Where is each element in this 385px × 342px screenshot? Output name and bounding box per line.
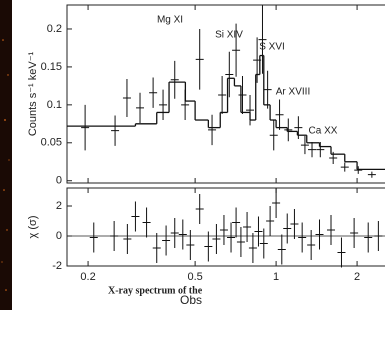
line-annotation: Si XIV bbox=[215, 30, 243, 41]
data-point bbox=[186, 230, 194, 260]
data-point bbox=[196, 29, 204, 90]
y-tick-label: 0.1 bbox=[47, 99, 62, 111]
data-point bbox=[368, 172, 376, 178]
data-point bbox=[212, 224, 220, 254]
y-tick-label: 0.05 bbox=[41, 137, 62, 149]
data-point bbox=[111, 115, 119, 145]
data-point bbox=[266, 206, 274, 236]
data-point bbox=[218, 76, 226, 114]
data-point bbox=[238, 76, 246, 114]
data-point bbox=[272, 188, 280, 218]
page: X-ray spectrum of the 00.050.10.150.2Cou… bbox=[0, 0, 385, 337]
data-point bbox=[171, 61, 179, 99]
data-point bbox=[208, 115, 216, 145]
data-point bbox=[374, 221, 382, 251]
y-tick-label: 0 bbox=[56, 175, 62, 187]
data-point bbox=[278, 235, 286, 265]
data-point bbox=[308, 142, 316, 157]
data-point bbox=[260, 229, 268, 259]
data-point bbox=[341, 163, 349, 172]
data-point bbox=[364, 223, 372, 253]
data-point bbox=[110, 221, 118, 251]
data-point bbox=[81, 105, 89, 151]
data-point bbox=[316, 142, 324, 157]
line-annotation: Ar XVIII bbox=[276, 87, 310, 98]
image-strip bbox=[0, 0, 12, 310]
x-tick-label: 0.5 bbox=[187, 271, 202, 283]
data-point bbox=[181, 90, 189, 120]
data-point bbox=[162, 226, 170, 256]
x-tick-label: 1 bbox=[273, 271, 279, 283]
y-tick-label: -2 bbox=[52, 260, 62, 272]
x-axis-label: Obs bbox=[180, 293, 202, 307]
data-point bbox=[301, 136, 309, 154]
y-axis-label: χ (σ) bbox=[27, 216, 39, 239]
y-axis-label: Counts s⁻¹ keV⁻¹ bbox=[27, 51, 39, 136]
data-point bbox=[153, 233, 161, 263]
data-point bbox=[264, 71, 272, 109]
line-annotation: Ca XX bbox=[309, 126, 338, 137]
plot-frame bbox=[67, 188, 385, 266]
data-point bbox=[220, 215, 228, 245]
data-point bbox=[246, 95, 254, 125]
data-point bbox=[232, 208, 240, 238]
data-point bbox=[123, 224, 131, 254]
data-point bbox=[350, 218, 358, 248]
x-tick-label: 2 bbox=[354, 271, 360, 283]
data-point bbox=[337, 238, 345, 268]
data-point bbox=[90, 223, 98, 253]
line-annotation: S XVI bbox=[259, 42, 285, 53]
data-point bbox=[276, 100, 284, 130]
y-tick-label: 0.15 bbox=[41, 61, 62, 73]
line-annotation: Mg XI bbox=[157, 15, 183, 26]
data-point bbox=[131, 202, 139, 232]
data-point bbox=[249, 233, 257, 263]
data-point bbox=[298, 223, 306, 253]
data-point bbox=[284, 119, 292, 142]
data-point bbox=[179, 220, 187, 250]
data-point bbox=[316, 220, 324, 250]
data-point bbox=[123, 79, 131, 117]
data-point bbox=[171, 218, 179, 248]
data-point bbox=[227, 223, 235, 253]
data-point bbox=[136, 93, 144, 123]
data-point bbox=[196, 194, 204, 224]
y-tick-label: 0.2 bbox=[47, 23, 62, 35]
data-point bbox=[243, 212, 251, 242]
data-point bbox=[327, 215, 335, 245]
x-tick-label: 0.2 bbox=[80, 271, 95, 283]
data-point bbox=[149, 78, 157, 108]
data-point bbox=[143, 208, 151, 238]
data-point bbox=[254, 217, 262, 247]
data-point bbox=[290, 209, 298, 239]
data-point bbox=[283, 214, 291, 244]
data-point bbox=[159, 90, 167, 120]
y-tick-label: 0 bbox=[56, 230, 62, 242]
y-tick-label: 2 bbox=[56, 200, 62, 212]
data-point bbox=[307, 230, 315, 260]
data-point bbox=[237, 227, 245, 257]
data-point bbox=[354, 166, 362, 174]
data-point bbox=[225, 52, 233, 98]
